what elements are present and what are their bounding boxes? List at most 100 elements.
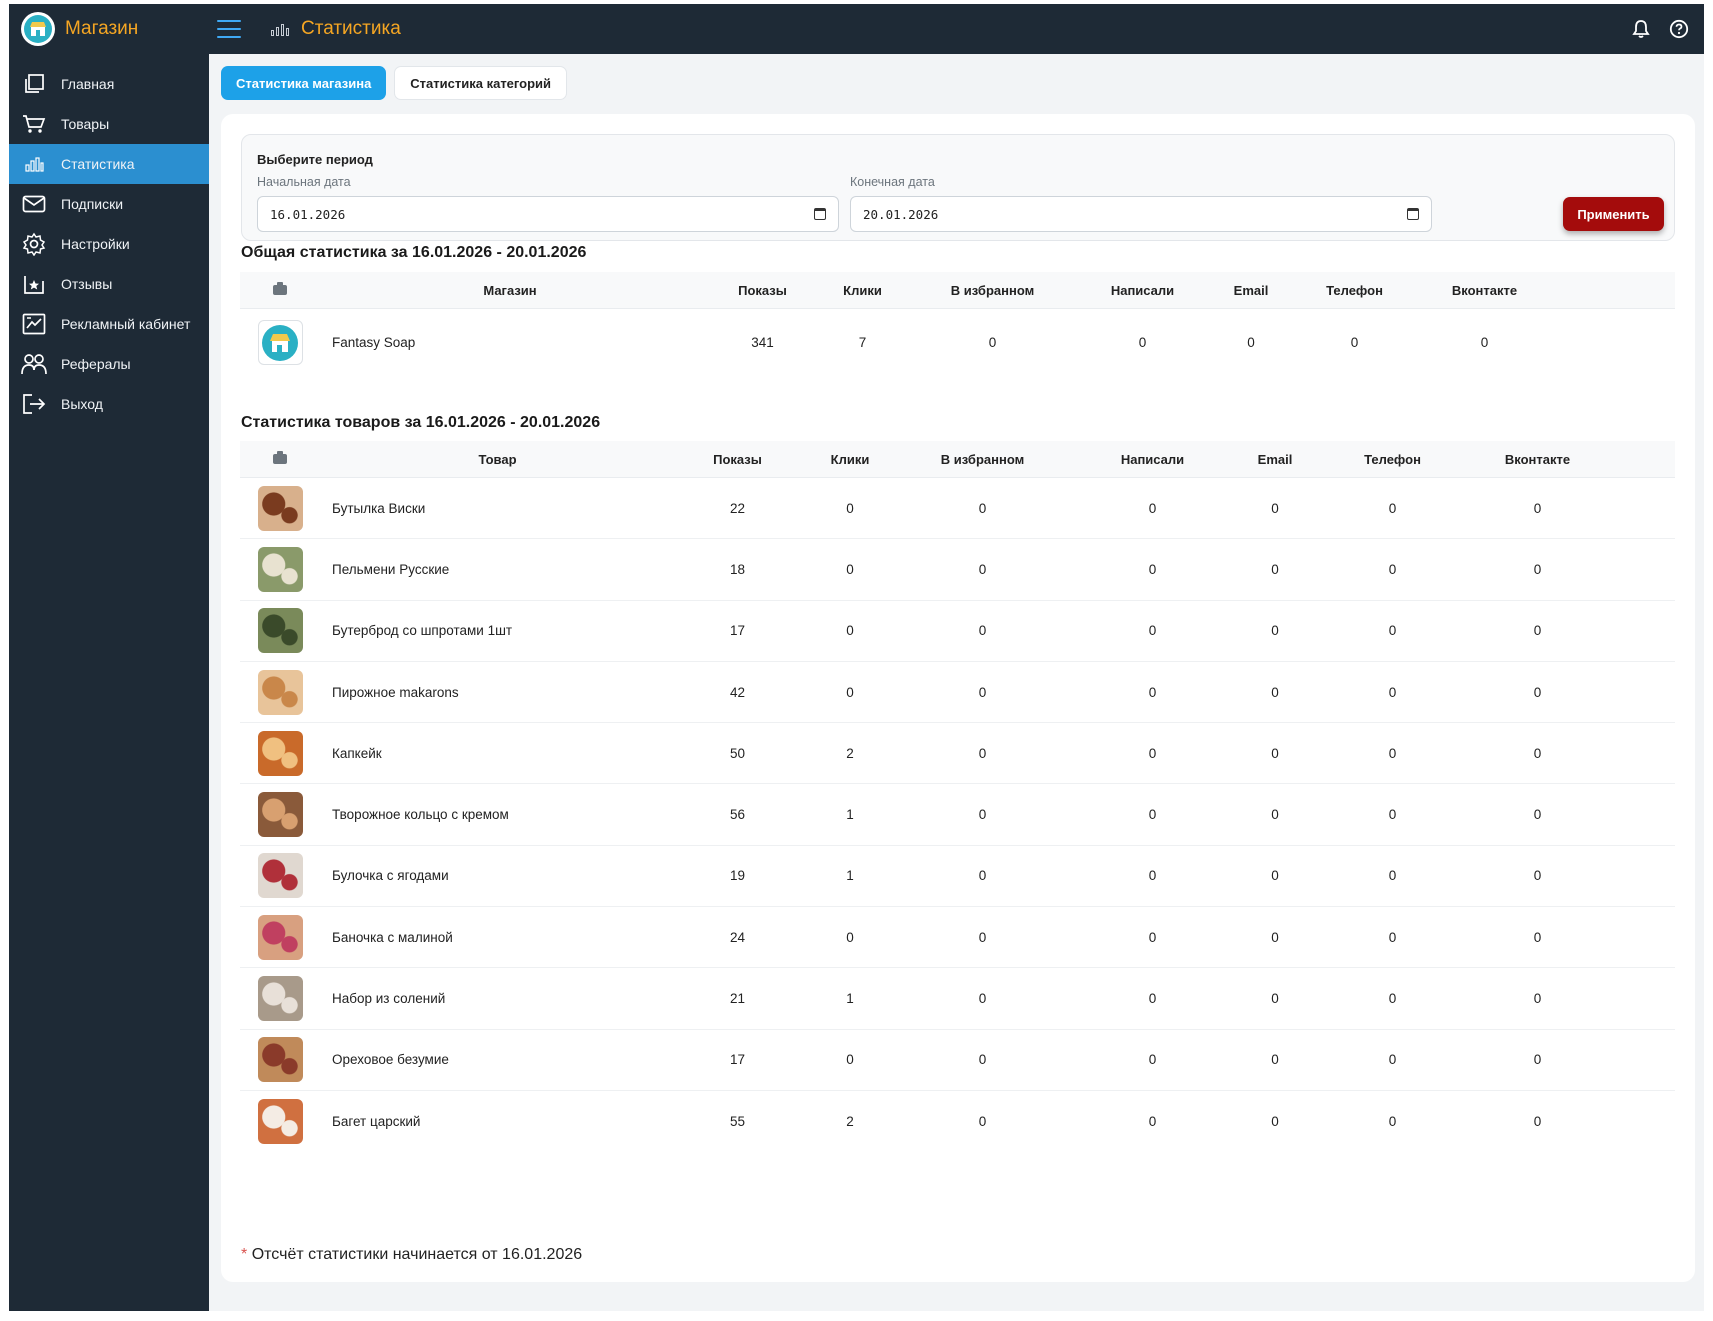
cell-favorites: 0 — [978, 623, 987, 639]
cell-clicks: 1 — [846, 807, 854, 823]
sidebar-item-settings[interactable]: Настройки — [9, 224, 209, 264]
table-row[interactable]: Ореховое безумие 17 0 0 0 0 0 0 — [240, 1030, 1675, 1091]
apply-button[interactable]: Применить — [1563, 197, 1664, 231]
start-date-input[interactable]: 16.01.2026 — [257, 196, 839, 232]
cell-wrote: 0 — [1148, 561, 1157, 577]
header-col: Написали — [1110, 282, 1175, 298]
product-stats-title: Статистика товаров за 16.01.2026 - 20.01… — [241, 414, 601, 431]
cell-views: 341 — [751, 335, 774, 350]
table-row[interactable]: Fantasy Soap 341 7 0 0 0 0 0 — [240, 309, 1675, 376]
calendar-icon[interactable] — [1407, 208, 1419, 220]
product-thumbnail — [257, 853, 303, 899]
table-row[interactable]: Бутерброд со шпротами 1шт 17 0 0 0 0 0 0 — [240, 601, 1675, 662]
cell-email: 0 — [1271, 561, 1279, 577]
cell-favorites: 0 — [978, 868, 987, 884]
cell-phone: 0 — [1388, 807, 1397, 823]
cell-email: 0 — [1271, 929, 1279, 945]
end-date-value: 20.01.2026 — [863, 206, 939, 222]
brand-title: Магазин — [65, 18, 139, 39]
sidebar-item-label: Отзывы — [61, 276, 113, 292]
cell-favorites: 0 — [988, 335, 997, 350]
tab-store-stats[interactable]: Статистика магазина — [221, 66, 387, 100]
sidebar-item-referrals[interactable]: Рефералы — [9, 344, 209, 384]
end-date-input[interactable]: 20.01.2026 — [850, 196, 1432, 232]
logout-icon — [21, 391, 47, 417]
product-stats-table: Товар Показы Клики В избранном Написали … — [240, 441, 1675, 1152]
bell-icon[interactable] — [1630, 18, 1652, 40]
cell-phone: 0 — [1388, 868, 1397, 884]
bar-chart-icon — [271, 22, 289, 36]
envelope-icon — [21, 191, 47, 217]
help-icon[interactable] — [1668, 18, 1690, 40]
brand[interactable]: Магазин — [9, 4, 209, 54]
footnote-asterisk: * — [241, 1246, 248, 1263]
cell-clicks: 0 — [846, 1052, 854, 1068]
product-thumbnail — [257, 792, 303, 838]
table-row[interactable]: Пирожное makarons 42 0 0 0 0 0 0 — [240, 662, 1675, 724]
tab-category-stats[interactable]: Статистика категорий — [394, 66, 568, 100]
cell-favorites: 0 — [978, 991, 987, 1007]
table-row[interactable]: Багет царский 55 2 0 0 0 0 0 — [240, 1091, 1675, 1152]
footnote-text: Отсчёт статистики начинается от 16.01.20… — [251, 1246, 583, 1263]
table-row[interactable]: Булочка с ягодами 19 1 0 0 0 0 0 — [240, 846, 1675, 908]
table-row[interactable]: Бутылка Виски 22 0 0 0 0 0 0 — [240, 478, 1675, 540]
product-thumbnail — [257, 914, 303, 960]
sidebar-item-label: Товары — [61, 116, 110, 132]
cell-views: 55 — [729, 1114, 746, 1130]
cart-icon — [21, 111, 47, 137]
header-image-col — [240, 282, 320, 295]
sidebar-item-reviews[interactable]: Отзывы — [9, 264, 209, 304]
table-row[interactable]: Набор из солений 21 1 0 0 0 0 0 — [240, 968, 1675, 1030]
sidebar-item-statistics[interactable]: Статистика — [9, 144, 209, 184]
header-col: Email — [1233, 282, 1269, 298]
cell-views: 17 — [729, 1052, 746, 1068]
cell-email: 0 — [1271, 991, 1279, 1007]
sidebar-item-products[interactable]: Товары — [9, 104, 209, 144]
sidebar-item-subscriptions[interactable]: Подписки — [9, 184, 209, 224]
cell-clicks: 0 — [846, 684, 854, 700]
product-name: Творожное кольцо с кремом — [332, 807, 509, 823]
cell-favorites: 0 — [978, 561, 987, 577]
cell-phone: 0 — [1350, 335, 1359, 350]
store-image-cell — [240, 320, 320, 365]
cell-clicks: 7 — [858, 335, 867, 350]
cell-phone: 0 — [1388, 991, 1397, 1007]
sidebar-item-ads[interactable]: Рекламный кабинет — [9, 304, 209, 344]
product-image-cell — [240, 792, 320, 838]
sidebar-item-home[interactable]: Главная — [9, 64, 209, 104]
table-row[interactable]: Пельмени Русские 18 0 0 0 0 0 0 — [240, 539, 1675, 601]
product-name: Бутерброд со шпротами 1шт — [332, 623, 513, 639]
calendar-icon[interactable] — [814, 208, 826, 220]
bar-chart-icon — [21, 151, 47, 177]
table-header: Товар Показы Клики В избранном Написали … — [240, 441, 1675, 478]
cell-vk: 0 — [1533, 623, 1542, 639]
cell-views: 21 — [729, 991, 746, 1007]
cell-clicks: 1 — [846, 991, 854, 1007]
header-col: Клики — [830, 451, 870, 467]
cell-email: 0 — [1271, 807, 1279, 823]
header-col: В избранном — [950, 282, 1035, 298]
product-name: Бутылка Виски — [332, 500, 426, 516]
table-row[interactable]: Творожное кольцо с кремом 56 1 0 0 0 0 0 — [240, 784, 1675, 846]
sidebar-item-logout[interactable]: Выход — [9, 384, 209, 424]
cell-views: 17 — [729, 623, 746, 639]
table-row[interactable]: Капкейк 50 2 0 0 0 0 0 — [240, 723, 1675, 785]
table-header: Магазин Показы Клики В избранном Написал… — [240, 272, 1675, 309]
product-thumbnail — [257, 608, 303, 654]
menu-toggle-icon[interactable] — [217, 20, 241, 38]
cell-phone: 0 — [1388, 623, 1397, 639]
product-name: Пирожное makarons — [332, 684, 459, 700]
store-name: Fantasy Soap — [332, 335, 416, 350]
sidebar-item-label: Рекламный кабинет — [61, 316, 191, 332]
product-image-cell — [240, 853, 320, 899]
briefcase-icon — [273, 451, 287, 464]
gear-icon — [21, 231, 47, 257]
header-image-col — [240, 451, 320, 464]
cell-vk: 0 — [1533, 991, 1542, 1007]
end-date-label: Конечная дата — [850, 175, 935, 189]
briefcase-icon — [273, 282, 287, 295]
cell-phone: 0 — [1388, 500, 1397, 516]
product-thumbnail — [257, 669, 303, 715]
table-row[interactable]: Баночка с малиной 24 0 0 0 0 0 0 — [240, 907, 1675, 969]
product-image-cell — [240, 730, 320, 776]
